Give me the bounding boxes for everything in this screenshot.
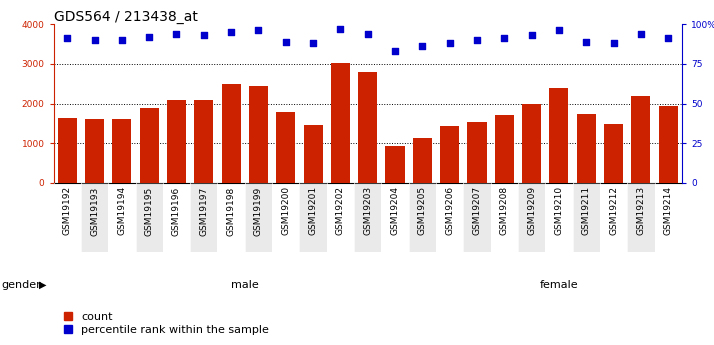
Point [198,32,209,38]
Point [526,32,538,38]
Point [444,40,456,46]
Point [335,26,346,32]
Text: GDS564 / 213438_at: GDS564 / 213438_at [54,10,198,24]
Bar [408,183,436,252]
Text: GSM19194: GSM19194 [117,186,126,235]
Text: ▶: ▶ [39,280,47,289]
Point [307,40,318,46]
Bar [468,122,486,183]
Bar [245,183,272,252]
Text: GSM19214: GSM19214 [664,186,673,235]
Text: GSM19208: GSM19208 [500,186,509,235]
Text: GSM19210: GSM19210 [555,186,563,235]
Text: GSM19209: GSM19209 [527,186,536,235]
Bar [577,114,595,183]
Text: GSM19201: GSM19201 [308,186,318,235]
Bar [413,138,432,183]
Text: male: male [231,280,258,289]
Point [171,31,182,37]
Bar [58,118,77,183]
Point [280,39,291,45]
Text: GSM19205: GSM19205 [418,186,427,235]
Text: female: female [540,280,578,289]
Bar [276,112,296,183]
Bar [518,183,545,252]
Bar [573,183,600,252]
Text: GSM19195: GSM19195 [145,186,154,236]
Bar [331,63,350,183]
Text: GSM19193: GSM19193 [90,186,99,236]
Bar [627,183,655,252]
Text: gender: gender [1,280,41,289]
Bar [522,104,541,183]
Point [635,31,647,37]
Point [608,40,619,46]
Bar [358,72,377,183]
Bar [386,146,405,183]
Bar [167,99,186,183]
Bar [221,84,241,183]
Legend: count, percentile rank within the sample: count, percentile rank within the sample [59,307,273,339]
Bar [495,115,514,183]
Text: GSM19206: GSM19206 [445,186,454,235]
Bar [354,183,381,252]
Text: GSM19199: GSM19199 [254,186,263,236]
Point [417,43,428,49]
Point [663,36,674,41]
Bar [136,183,163,252]
Bar [112,119,131,183]
Bar [249,86,268,183]
Point [498,36,510,41]
Bar [549,88,568,183]
Text: GSM19203: GSM19203 [363,186,372,235]
Text: GSM19192: GSM19192 [63,186,71,235]
Point [226,29,237,35]
Point [89,37,100,43]
Point [61,36,73,41]
Bar [303,125,323,183]
Point [362,31,373,37]
Bar [658,106,678,183]
Point [471,37,483,43]
Text: GSM19202: GSM19202 [336,186,345,235]
Text: GSM19197: GSM19197 [199,186,208,236]
Text: GSM19212: GSM19212 [609,186,618,235]
Bar [440,126,459,183]
Point [389,48,401,54]
Text: GSM19213: GSM19213 [636,186,645,235]
Text: GSM19200: GSM19200 [281,186,291,235]
Bar [85,119,104,183]
Bar [194,99,213,183]
Text: GSM19207: GSM19207 [473,186,481,235]
Text: GSM19204: GSM19204 [391,186,400,235]
Text: GSM19198: GSM19198 [226,186,236,236]
Bar [604,124,623,183]
Bar [299,183,327,252]
Point [144,34,155,40]
Text: GSM19196: GSM19196 [172,186,181,236]
Text: GSM19211: GSM19211 [582,186,590,235]
Point [116,37,128,43]
Point [253,28,264,33]
Bar [81,183,109,252]
Bar [463,183,491,252]
Bar [140,108,159,183]
Bar [631,96,650,183]
Point [580,39,592,45]
Bar [190,183,218,252]
Point [553,28,565,33]
